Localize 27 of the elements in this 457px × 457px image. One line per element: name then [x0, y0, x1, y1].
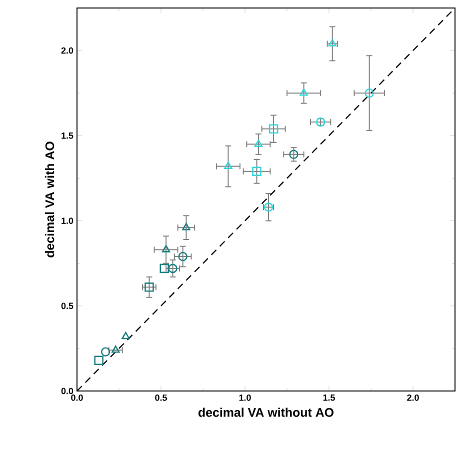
y-tick-label: 0.5 [61, 302, 74, 310]
point [182, 222, 190, 230]
x-tick-label: 0.0 [71, 394, 83, 401]
point [162, 245, 170, 252]
x-tick-label: 1.5 [323, 394, 335, 401]
y-tick-label: 1.5 [62, 132, 74, 139]
point [268, 124, 278, 134]
point [112, 346, 120, 353]
point [224, 162, 232, 169]
point [254, 140, 263, 147]
y-axis-title: decimal VA with AO [45, 142, 54, 258]
point [122, 332, 130, 340]
y-tick-label: 2.0 [61, 47, 74, 54]
point [94, 356, 104, 365]
y-tick-label: 0.0 [61, 388, 74, 394]
point [300, 88, 308, 96]
y-tick-label: 1.0 [62, 218, 74, 224]
x-tick-label: 2.0 [407, 394, 419, 401]
x-axis-title: decimal VA without AO [198, 408, 334, 417]
x-tick-label: 0.5 [155, 394, 167, 401]
x-tick-label: 1.0 [239, 394, 251, 401]
point [144, 282, 154, 292]
point [364, 88, 374, 98]
point [178, 252, 188, 262]
point [289, 150, 298, 160]
point [252, 166, 262, 176]
point [168, 264, 178, 274]
